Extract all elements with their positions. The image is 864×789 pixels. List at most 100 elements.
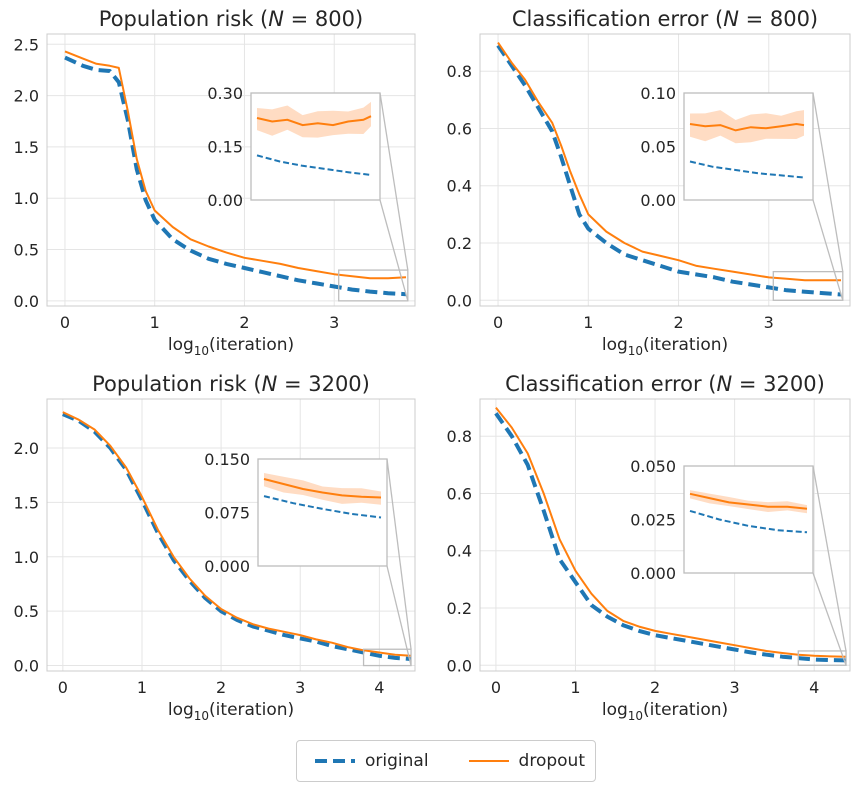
y-tick-label: 0.2 [447,599,472,618]
x-axis-label-sub: 10 [194,709,209,723]
y-tick-label: 1.0 [14,548,39,567]
y-tick-label: 0.8 [447,427,472,446]
y-tick-label: 0.4 [447,177,472,196]
y-tick-label: 2.0 [14,87,39,106]
inset-frame [683,465,814,574]
inset-connector [386,565,412,666]
legend-label-dropout: dropout [518,751,585,771]
legend-label-original: original [365,751,429,771]
series-group [496,42,842,297]
x-axis-label-sub: 10 [628,709,643,723]
inset-y-tick-label: 0.05 [640,138,676,157]
inset-y-tick-label: 0.050 [630,457,676,476]
inset-y-tick-label: 0.10 [640,84,676,103]
x-tick-label: 0 [491,678,501,697]
x-tick-label: 0 [58,678,68,697]
series-group [64,50,407,297]
x-tick-label: 2 [673,313,683,332]
x-axis-label-suffix: (iteration) [209,335,294,355]
zoom-region [338,269,409,302]
series-line-original [496,44,842,297]
x-tick-label: 2 [650,678,660,697]
inset-y-tick-label: 0.000 [630,564,676,583]
y-tick-label: 0.2 [447,234,472,253]
inset-dropout-band [690,110,804,144]
y-tick-label: 0.0 [14,657,39,676]
panel-2: 0 1 2 3 0.0 0.2 0.4 0.6 0.8 Classification error … [447,7,851,358]
x-tick-label: 1 [137,678,147,697]
chart-title: Classification error (N = 800) [512,7,818,31]
chart-title-prefix: Population risk ( [99,7,268,31]
x-axis-label-main: log [168,335,194,355]
chart-title-value: = 800) [739,7,818,31]
panel-4: 0 1 2 3 4 0.0 0.2 0.4 0.6 0.8 Classification error… [447,372,851,723]
panel-3: 0 1 2 3 4 0.0 0.5 1.0 1.5 2.0 Population risk (N =… [14,372,416,723]
chart-title: Population risk (N = 3200) [92,372,370,396]
zoom-region [362,648,412,667]
x-axis-label: log10(iteration) [168,700,294,723]
x-tick-label: 3 [730,678,740,697]
inset-frame [257,458,388,567]
x-tick-label: 2 [239,313,249,332]
inset-dropout-band [257,101,371,138]
x-axis-label: log10(iteration) [602,700,728,723]
inset-line-original [256,154,372,176]
y-tick-label: 0.0 [14,292,39,311]
x-tick-label: 1 [570,678,580,697]
axes-frame [479,33,851,307]
x-axis-label-main: log [602,700,628,720]
chart-title-prefix: Classification error ( [505,372,716,396]
zoom-region [772,270,844,301]
inset-y-tick-label: 0.150 [204,450,250,469]
x-axis-label: log10(iteration) [602,335,728,358]
chart-title-n: N [268,7,284,31]
inset-connector [812,572,847,666]
series-line-original [62,412,412,661]
inset-connector [812,199,844,301]
chart-title-prefix: Population risk ( [92,372,261,396]
y-tick-label: 1.0 [14,189,39,208]
legend: original dropout [296,740,596,782]
axes-frame [46,398,416,672]
chart-title-value: = 3200) [277,372,370,396]
inset-line-dropout [689,122,805,132]
y-tick-label: 0.6 [447,119,472,138]
panel-1: 0 1 2 3 0.0 0.5 1.0 1.5 2.0 2.5 Population risk (N… [14,7,416,358]
inset-y-tick-label: 0.075 [204,504,250,523]
series-line-dropout [495,406,847,658]
x-tick-label: 4 [809,678,819,697]
x-tick-label: 1 [583,313,593,332]
y-tick-label: 0.0 [447,291,472,310]
inset-y-tick-label: 0.025 [630,511,676,530]
axes-frame [46,33,416,307]
y-tick-label: 0.6 [447,484,472,503]
inset-line-dropout [689,492,808,510]
y-tick-label: 2.5 [14,35,39,54]
inset-line-original [689,509,808,534]
y-tick-label: 0.5 [14,602,39,621]
legend-item-dropout: dropout [467,751,585,771]
series-line-dropout [64,50,407,280]
x-axis-label-suffix: (iteration) [643,700,728,720]
series-group [62,411,412,661]
x-axis-label-sub: 10 [194,344,209,358]
inset-y-tick-label: 0.00 [640,191,676,210]
x-tick-label: 2 [216,678,226,697]
inset-line-dropout [263,478,382,499]
x-axis-label-suffix: (iteration) [209,700,294,720]
x-tick-label: 0 [493,313,503,332]
y-tick-label: 0.8 [447,62,472,81]
x-tick-label: 0 [60,313,70,332]
chart-title: Population risk (N = 800) [99,7,363,31]
chart-title-n: N [723,7,739,31]
inset-line-dropout [256,115,372,127]
inset-line-original [263,495,382,519]
chart-title-prefix: Classification error ( [512,7,723,31]
inset-line-original [689,160,805,179]
chart-title-n: N [262,372,278,396]
series-line-original [494,412,847,663]
y-tick-label: 0.0 [447,656,472,675]
chart-title-n: N [717,372,733,396]
y-tick-label: 0.4 [447,542,472,561]
x-tick-label: 4 [374,678,384,697]
